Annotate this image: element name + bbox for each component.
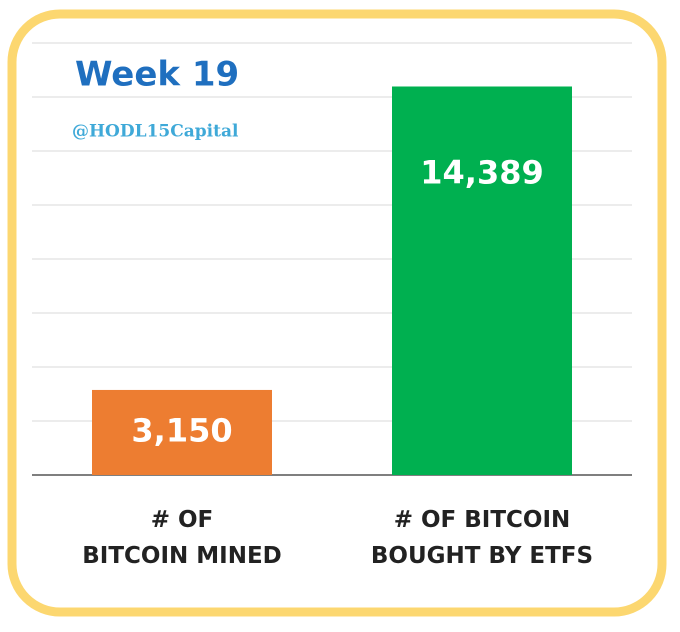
chart-subtitle: @HODL15Capital (72, 122, 239, 142)
x-tick-label: # OF BITCOIN MINED (82, 507, 282, 569)
bar (392, 86, 572, 475)
value-label: 3,150 (131, 411, 232, 449)
value-label: 14,389 (420, 153, 543, 191)
x-tick-label: # OF BITCOIN BOUGHT BY ETFS (371, 507, 593, 569)
bar (92, 389, 272, 475)
chart-title: Week 19 (75, 55, 239, 95)
